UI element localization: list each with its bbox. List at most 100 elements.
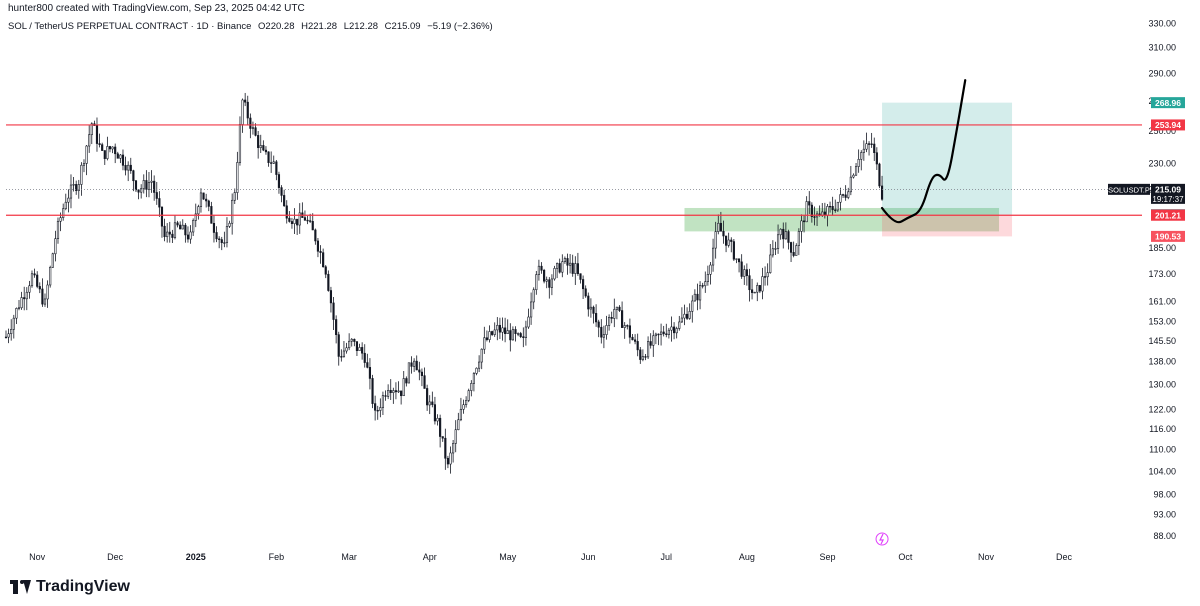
candle	[446, 455, 450, 469]
candle-body	[288, 217, 291, 222]
candle	[410, 356, 413, 374]
candle-body	[246, 101, 249, 119]
candle	[75, 180, 78, 195]
candle-body	[737, 258, 741, 263]
candle	[452, 439, 455, 463]
candle	[350, 338, 353, 347]
candle	[743, 265, 746, 285]
candle	[405, 376, 408, 387]
price-chart[interactable]: 330.00310.00290.00270.00250.00230.00215.…	[0, 0, 1200, 566]
candle	[348, 333, 351, 351]
candle	[735, 258, 738, 264]
y-tick-label: 310.00	[1148, 43, 1176, 53]
candle-body	[784, 231, 787, 240]
candle	[101, 142, 104, 151]
candle-body	[605, 325, 608, 335]
candle-body	[506, 330, 509, 335]
tradingview-logo[interactable]: TradingView	[10, 578, 130, 596]
candle	[511, 326, 514, 341]
candle	[56, 217, 60, 244]
candle-body	[176, 222, 179, 226]
candle	[311, 213, 314, 231]
ohlc-high: H221.28	[301, 21, 338, 32]
candle	[12, 314, 15, 339]
candle	[852, 173, 855, 179]
candle-body	[241, 99, 244, 125]
x-tick-label: Apr	[423, 552, 437, 562]
candle-body	[311, 221, 314, 231]
candle	[423, 367, 426, 389]
candle	[857, 149, 860, 173]
candle	[496, 317, 499, 341]
candle-body	[4, 336, 8, 339]
candle	[150, 170, 153, 193]
y-tick-label: 153.00	[1148, 317, 1176, 327]
candle-body	[114, 146, 117, 155]
demand-zone	[684, 207, 1000, 232]
candle-body	[28, 285, 31, 293]
candle-body	[181, 224, 184, 230]
candle	[176, 220, 179, 228]
candle	[4, 330, 8, 339]
candle-body	[277, 174, 281, 188]
candle	[769, 243, 772, 274]
candle	[363, 344, 366, 368]
candle-body	[62, 208, 65, 218]
candle-body	[836, 201, 839, 211]
candle-body	[670, 326, 673, 331]
candle-body	[249, 117, 252, 129]
x-tick-label: Aug	[739, 552, 755, 562]
candle	[722, 220, 725, 244]
candle	[831, 196, 834, 216]
candle	[119, 153, 122, 164]
candle	[797, 228, 800, 256]
candle	[439, 414, 442, 448]
symbol-title[interactable]: SOL / TetherUS PERPETUAL CONTRACT · 1D ·…	[8, 21, 252, 32]
candle-body	[459, 408, 462, 421]
candle	[680, 307, 683, 323]
candle	[223, 231, 226, 248]
candle-body	[678, 321, 681, 329]
candle	[678, 315, 681, 331]
candle-body	[329, 290, 333, 304]
candle-body	[491, 331, 494, 335]
candle	[763, 266, 767, 286]
candle-body	[600, 326, 603, 338]
candle	[106, 136, 109, 161]
candle	[332, 296, 335, 331]
candle	[527, 308, 530, 329]
candle	[867, 141, 871, 156]
candle-body	[813, 216, 816, 218]
candle	[870, 132, 873, 148]
candle	[844, 185, 847, 201]
candle	[636, 333, 639, 357]
candle	[431, 391, 434, 408]
current-price-label-countdown: 19:17:37	[1152, 195, 1184, 204]
y-tick-label: 185.00	[1148, 243, 1176, 253]
candle-body	[826, 205, 829, 216]
candle	[792, 241, 795, 258]
candle-body	[15, 308, 18, 319]
candle	[836, 201, 839, 212]
candle	[374, 395, 377, 421]
candle-body	[719, 222, 722, 232]
candle	[127, 161, 130, 182]
candle-body	[488, 331, 491, 340]
candle	[415, 355, 418, 371]
candle	[142, 174, 145, 194]
candle-body	[589, 306, 592, 310]
lightning-icon	[879, 533, 885, 545]
candle	[426, 384, 429, 411]
candle	[306, 215, 309, 225]
x-tick-label: Nov	[978, 552, 995, 562]
candle	[160, 206, 164, 238]
candle	[576, 252, 579, 276]
candle-body	[10, 328, 13, 335]
candle-body	[69, 184, 73, 199]
candle	[540, 262, 543, 274]
candle-body	[428, 401, 431, 406]
candle	[657, 333, 660, 346]
candle-body	[394, 390, 398, 393]
candle	[574, 256, 577, 285]
current-price-label: 215.09	[1155, 185, 1181, 195]
